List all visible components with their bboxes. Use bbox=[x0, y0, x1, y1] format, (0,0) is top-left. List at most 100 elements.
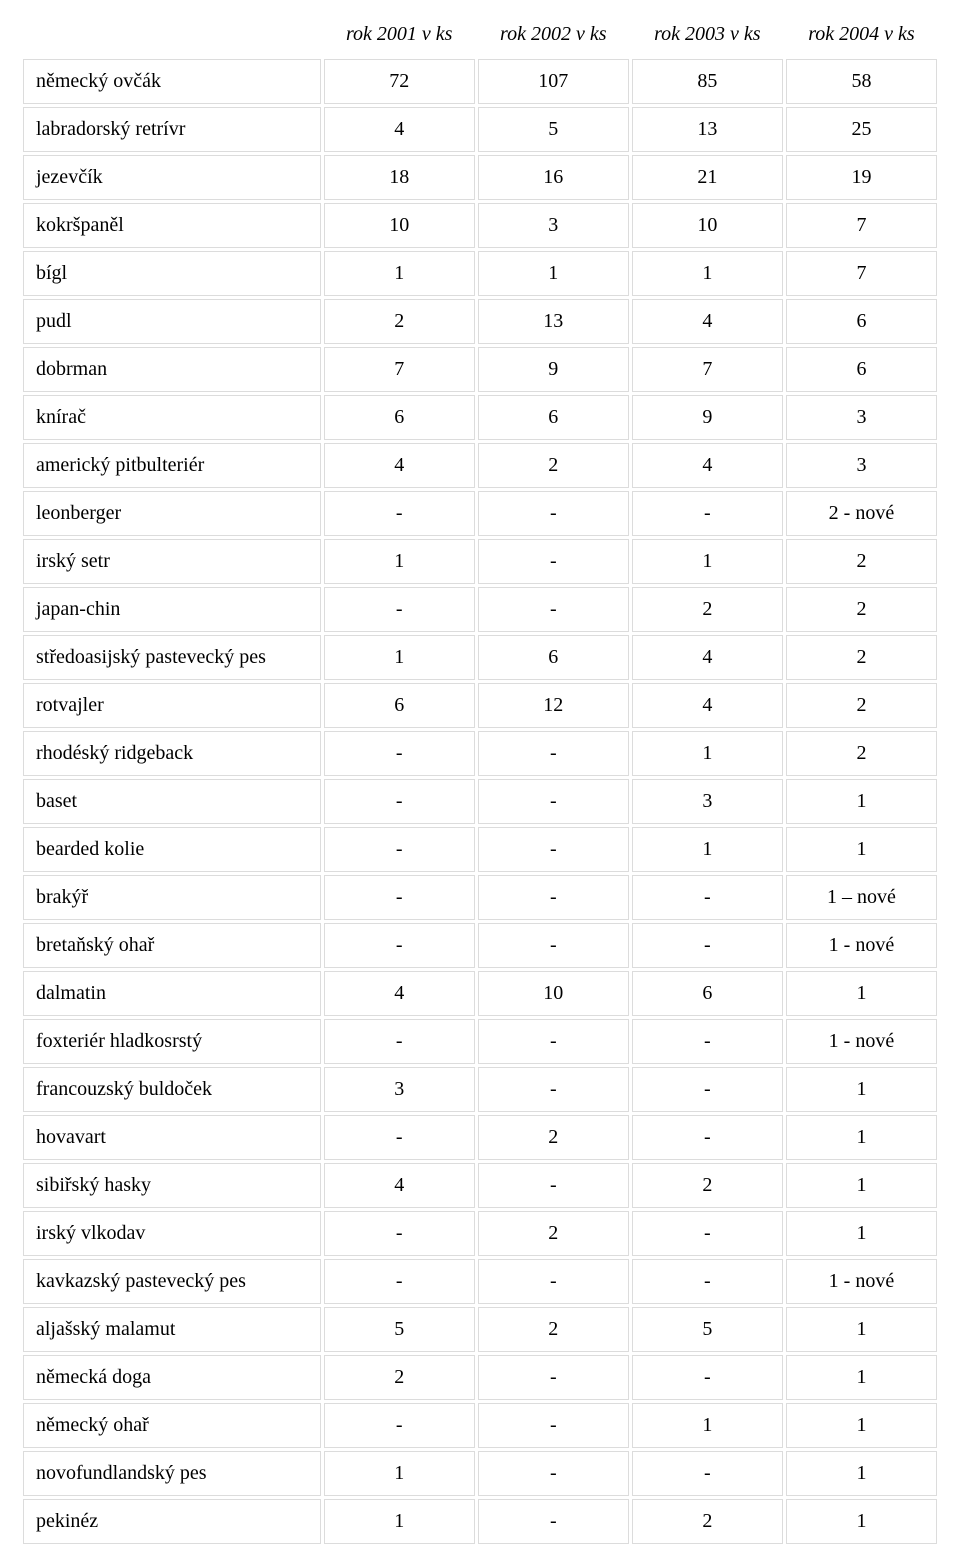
table-row: baset--31 bbox=[23, 779, 937, 824]
table-cell: 1 bbox=[786, 1067, 937, 1112]
table-row-label: francouzský buldoček bbox=[23, 1067, 321, 1112]
table-row: dalmatin41061 bbox=[23, 971, 937, 1016]
table-cell: - bbox=[324, 1403, 475, 1448]
table-row: bígl1117 bbox=[23, 251, 937, 296]
table-cell: 1 bbox=[786, 1403, 937, 1448]
page-container: rok 2001 v ks rok 2002 v ks rok 2003 v k… bbox=[0, 0, 960, 1567]
table-cell: 5 bbox=[478, 107, 629, 152]
table-cell: 6 bbox=[786, 347, 937, 392]
table-cell: 1 bbox=[324, 539, 475, 584]
table-cell: 6 bbox=[478, 635, 629, 680]
table-cell: 1 bbox=[632, 251, 783, 296]
table-cell: - bbox=[632, 1019, 783, 1064]
table-row-label: bretaňský ohař bbox=[23, 923, 321, 968]
table-row-label: jezevčík bbox=[23, 155, 321, 200]
table-header-cell: rok 2002 v ks bbox=[478, 13, 629, 56]
table-cell: - bbox=[478, 587, 629, 632]
table-cell: 1 bbox=[786, 1211, 937, 1256]
table-cell: 1 bbox=[324, 251, 475, 296]
table-cell: 5 bbox=[324, 1307, 475, 1352]
table-cell: 2 bbox=[324, 1355, 475, 1400]
table-row: japan-chin--22 bbox=[23, 587, 937, 632]
table-cell: - bbox=[478, 731, 629, 776]
table-row: německý ovčák721078558 bbox=[23, 59, 937, 104]
table-cell: 4 bbox=[324, 107, 475, 152]
table-cell: - bbox=[632, 1115, 783, 1160]
table-cell: 1 bbox=[632, 1403, 783, 1448]
table-cell: 6 bbox=[324, 395, 475, 440]
table-cell: 7 bbox=[786, 251, 937, 296]
table-row: jezevčík18162119 bbox=[23, 155, 937, 200]
table-cell: 10 bbox=[632, 203, 783, 248]
table-row-label: kokršpaněl bbox=[23, 203, 321, 248]
table-row-label: americký pitbulteriér bbox=[23, 443, 321, 488]
table-cell: 7 bbox=[324, 347, 475, 392]
table-cell: 16 bbox=[478, 155, 629, 200]
table-row: bretaňský ohař---1 - nové bbox=[23, 923, 937, 968]
table-row-label: dalmatin bbox=[23, 971, 321, 1016]
table-row-label: hovavart bbox=[23, 1115, 321, 1160]
table-row: novofundlandský pes1--1 bbox=[23, 1451, 937, 1496]
table-cell: 2 - nové bbox=[786, 491, 937, 536]
table-cell: - bbox=[478, 1163, 629, 1208]
table-cell: 6 bbox=[478, 395, 629, 440]
table-cell: - bbox=[632, 1355, 783, 1400]
table-cell: - bbox=[324, 827, 475, 872]
table-body: německý ovčák721078558labradorský retrív… bbox=[23, 59, 937, 1544]
table-cell: 1 bbox=[786, 1115, 937, 1160]
table-cell: 2 bbox=[478, 1307, 629, 1352]
table-cell: 3 bbox=[478, 203, 629, 248]
table-row-label: německý ovčák bbox=[23, 59, 321, 104]
table-cell: 1 - nové bbox=[786, 923, 937, 968]
table-header-cell: rok 2004 v ks bbox=[786, 13, 937, 56]
table-row-label: baset bbox=[23, 779, 321, 824]
table-cell: - bbox=[478, 1403, 629, 1448]
table-cell: 18 bbox=[324, 155, 475, 200]
table-cell: - bbox=[324, 923, 475, 968]
table-cell: 1 bbox=[786, 1163, 937, 1208]
table-cell: 4 bbox=[324, 971, 475, 1016]
table-cell: - bbox=[324, 875, 475, 920]
table-cell: 2 bbox=[786, 539, 937, 584]
table-cell: - bbox=[478, 875, 629, 920]
table-cell: 1 bbox=[632, 827, 783, 872]
table-cell: - bbox=[632, 923, 783, 968]
table-header-cell: rok 2003 v ks bbox=[632, 13, 783, 56]
table-cell: 3 bbox=[786, 443, 937, 488]
table-row-label: labradorský retrívr bbox=[23, 107, 321, 152]
table-cell: - bbox=[324, 587, 475, 632]
table-cell: - bbox=[324, 731, 475, 776]
table-cell: 1 - nové bbox=[786, 1259, 937, 1304]
table-cell: 1 - nové bbox=[786, 1019, 937, 1064]
table-row-label: německá doga bbox=[23, 1355, 321, 1400]
table-row: leonberger---2 - nové bbox=[23, 491, 937, 536]
table-cell: 2 bbox=[786, 731, 937, 776]
table-row: dobrman7976 bbox=[23, 347, 937, 392]
table-cell: 7 bbox=[632, 347, 783, 392]
table-cell: - bbox=[632, 1259, 783, 1304]
table-cell: - bbox=[478, 1259, 629, 1304]
table-row-label: irský setr bbox=[23, 539, 321, 584]
table-row-label: brakýř bbox=[23, 875, 321, 920]
table-cell: 4 bbox=[632, 299, 783, 344]
table-row-label: leonberger bbox=[23, 491, 321, 536]
table-cell: 2 bbox=[632, 1163, 783, 1208]
table-row: knírač6693 bbox=[23, 395, 937, 440]
table-cell: 1 bbox=[786, 827, 937, 872]
table-cell: - bbox=[632, 491, 783, 536]
table-row-label: bígl bbox=[23, 251, 321, 296]
table-cell: 1 bbox=[632, 731, 783, 776]
table-row: francouzský buldoček3--1 bbox=[23, 1067, 937, 1112]
table-header-cell: rok 2001 v ks bbox=[324, 13, 475, 56]
table-cell: 10 bbox=[324, 203, 475, 248]
table-cell: 3 bbox=[632, 779, 783, 824]
table-cell: 4 bbox=[324, 1163, 475, 1208]
table-row: německý ohař--11 bbox=[23, 1403, 937, 1448]
table-cell: 1 bbox=[632, 539, 783, 584]
table-cell: 6 bbox=[632, 971, 783, 1016]
table-row: americký pitbulteriér4243 bbox=[23, 443, 937, 488]
table-cell: 1 bbox=[786, 1307, 937, 1352]
table-cell: 1 bbox=[324, 1499, 475, 1544]
table-row-label: knírač bbox=[23, 395, 321, 440]
table-row-label: sibiřský hasky bbox=[23, 1163, 321, 1208]
